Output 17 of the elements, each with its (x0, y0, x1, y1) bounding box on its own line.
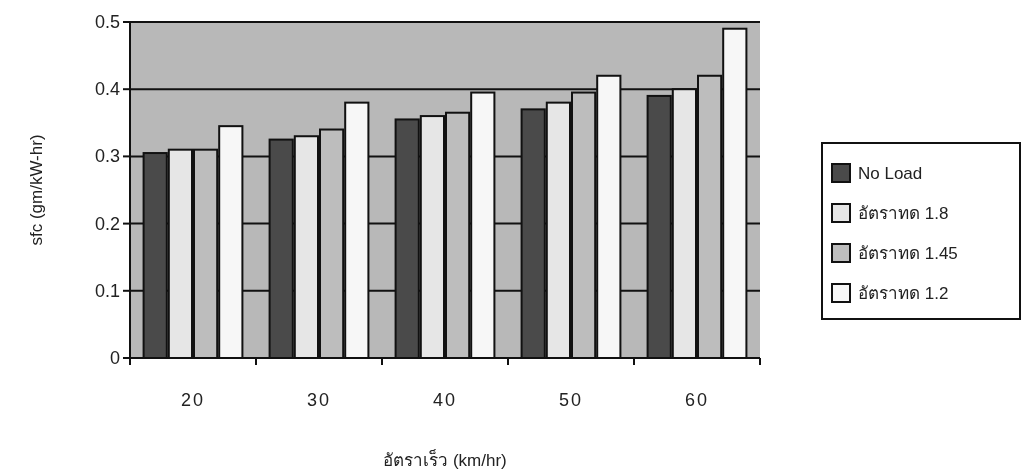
x-tick-label: 50 (558, 390, 584, 410)
legend-label: No Load (858, 164, 923, 183)
y-tick-label: 0.4 (94, 79, 120, 100)
y-tick-label: 0.3 (94, 146, 120, 167)
legend-label: อัตราทด 1.8 (858, 204, 949, 223)
x-tick-label: 60 (684, 390, 710, 410)
y-tick-label: 0.2 (94, 213, 120, 234)
y-axis-title: sfc (gm/kW-hr) (27, 134, 46, 246)
x-tick-label: 30 (306, 390, 332, 410)
x-tick-label: 20 (180, 390, 206, 410)
y-tick-label: 0.5 (94, 12, 120, 32)
x-axis-title: อัตราเร็ว (km/hr) (383, 449, 507, 470)
legend-label: อัตราทด 1.45 (858, 244, 958, 263)
y-tick-label: 0 (109, 348, 120, 368)
legend-label: อัตราทด 1.2 (858, 284, 949, 303)
y-tick-label: 0.1 (94, 280, 120, 301)
x-tick-label: 40 (432, 390, 458, 410)
